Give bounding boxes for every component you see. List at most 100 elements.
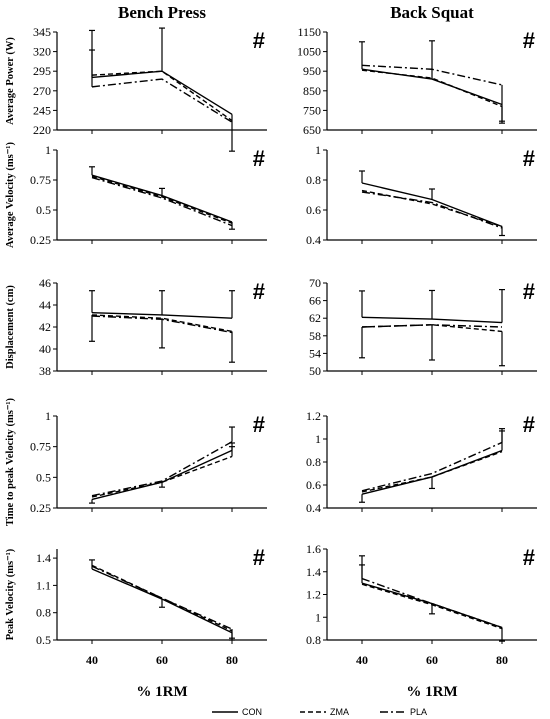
series-line-zma (91, 564, 233, 632)
significance-marker: # (523, 28, 535, 53)
series-line-con (91, 449, 233, 501)
y-tick-label: 0.5 (36, 633, 51, 647)
legend-label-zma: ZMA (330, 707, 349, 717)
series-line-zma (361, 189, 503, 228)
y-tick-label: 950 (303, 64, 321, 78)
series-line-zma (361, 69, 503, 108)
y-tick-label: 54 (309, 346, 321, 360)
series-line-pla (91, 565, 233, 630)
series-line-zma (361, 324, 503, 333)
y-tick-label: 0.25 (30, 501, 51, 515)
y-tick-label: 0.5 (36, 203, 51, 217)
x-axis-title-bench-press: % 1RM (136, 684, 187, 700)
significance-marker: # (253, 279, 265, 304)
y-tick-label: 295 (33, 64, 51, 78)
x-tick-label: 60 (156, 653, 168, 667)
series-line-pla (361, 324, 503, 328)
y-tick-label: 1.4 (36, 551, 51, 565)
y-tick-label: 50 (309, 364, 321, 378)
y-tick-label: 0.75 (30, 173, 51, 187)
y-tick-label: 750 (303, 103, 321, 117)
y-tick-label: 270 (33, 84, 51, 98)
series-line-pla (361, 191, 503, 229)
chart-panel: 220 245 270 295 320 345 Average Power (W) # (5, 25, 267, 152)
series-line-zma (361, 450, 503, 493)
y-axis-title: Time to peak Velocity (ms⁻¹) (5, 397, 16, 526)
y-tick-label: 0.4 (306, 501, 321, 515)
y-tick-label: 38 (39, 364, 51, 378)
significance-marker: # (253, 545, 265, 570)
y-tick-label: 44 (39, 298, 51, 312)
y-tick-label: 0.4 (306, 233, 321, 247)
legend-label-con: CON (242, 707, 262, 717)
chart-panel: 0.5 0.8 1.1 1.4 40 60 80 Peak Velocity (ms⁻¹) # (5, 545, 267, 667)
chart-panel: 0.4 0.6 0.8 1 1.2 # (306, 409, 537, 515)
series-line-pla (361, 441, 503, 492)
y-tick-label: 1.6 (306, 542, 321, 556)
y-tick-label: 1 (315, 432, 321, 446)
significance-marker: # (523, 545, 535, 570)
chart-panels: 220 245 270 295 320 345 Average Power (W) #650 7… (5, 25, 537, 667)
y-tick-label: 320 (33, 45, 51, 59)
y-tick-label: 58 (309, 329, 321, 343)
series-line-pla (91, 78, 233, 123)
y-tick-label: 650 (303, 123, 321, 137)
chart-panel: 0.4 0.6 0.8 1 # (306, 143, 537, 247)
chart-panel: 50 54 58 62 66 70 # (309, 276, 537, 378)
legend-label-pla: PLA (410, 707, 427, 717)
x-tick-label: 80 (226, 653, 238, 667)
series-line-pla (91, 315, 233, 334)
y-axis-title: Average Velocity (ms⁻¹) (5, 142, 16, 248)
y-tick-label: 0.75 (30, 440, 51, 454)
y-tick-label: 0.25 (30, 233, 51, 247)
chart-panel: 0.25 0.5 0.75 1 Average Velocity (ms⁻¹) # (5, 142, 267, 248)
y-tick-label: 66 (309, 294, 321, 308)
y-tick-label: 46 (39, 276, 51, 290)
y-tick-label: 0.8 (306, 633, 321, 647)
x-axis-title-back-squat: % 1RM (406, 684, 457, 700)
chart-panel: 0.8 1 1.2 1.4 1.6 40 60 80 # (306, 542, 537, 667)
y-tick-label: 1050 (297, 45, 321, 59)
y-tick-label: 1.1 (36, 578, 51, 592)
significance-marker: # (523, 146, 535, 171)
y-axis-title: Displacement (cm) (5, 285, 16, 369)
y-tick-label: 0.8 (306, 455, 321, 469)
y-tick-label: 1 (45, 409, 51, 423)
y-tick-label: 1.2 (306, 588, 321, 602)
significance-marker: # (253, 146, 265, 171)
series-line-zma (91, 455, 233, 498)
significance-marker: # (523, 412, 535, 437)
y-tick-label: 245 (33, 103, 51, 117)
y-axis-title: Peak Velocity (ms⁻¹) (5, 548, 16, 640)
y-tick-label: 345 (33, 25, 51, 39)
significance-marker: # (523, 279, 535, 304)
series-line-pla (91, 176, 233, 227)
y-tick-label: 0.5 (36, 470, 51, 484)
y-tick-label: 1 (315, 143, 321, 157)
x-tick-label: 40 (86, 653, 98, 667)
y-tick-label: 0.8 (306, 173, 321, 187)
y-tick-label: 850 (303, 84, 321, 98)
y-tick-label: 1.4 (306, 565, 321, 579)
y-axis-title: Average Power (W) (5, 37, 16, 125)
chart-panel: 38 40 42 44 46 Displacement (cm) # (5, 276, 267, 378)
series-line-pla (91, 441, 233, 497)
y-tick-label: 220 (33, 123, 51, 137)
column-title-back-squat: Back Squat (390, 3, 474, 22)
y-tick-label: 1150 (297, 25, 321, 39)
x-tick-label: 40 (356, 653, 368, 667)
y-tick-label: 0.6 (306, 203, 321, 217)
series-line-pla (361, 577, 503, 629)
y-tick-label: 62 (309, 311, 321, 325)
y-tick-label: 42 (39, 320, 51, 334)
series-line-con (91, 174, 233, 223)
y-tick-label: 0.8 (36, 606, 51, 620)
y-tick-label: 1 (45, 143, 51, 157)
series-line-zma (91, 175, 233, 224)
series-line-con (91, 70, 233, 115)
series-line-zma (361, 583, 503, 630)
y-tick-label: 1.2 (306, 409, 321, 423)
column-title-bench-press: Bench Press (118, 3, 206, 22)
y-tick-label: 1 (315, 610, 321, 624)
